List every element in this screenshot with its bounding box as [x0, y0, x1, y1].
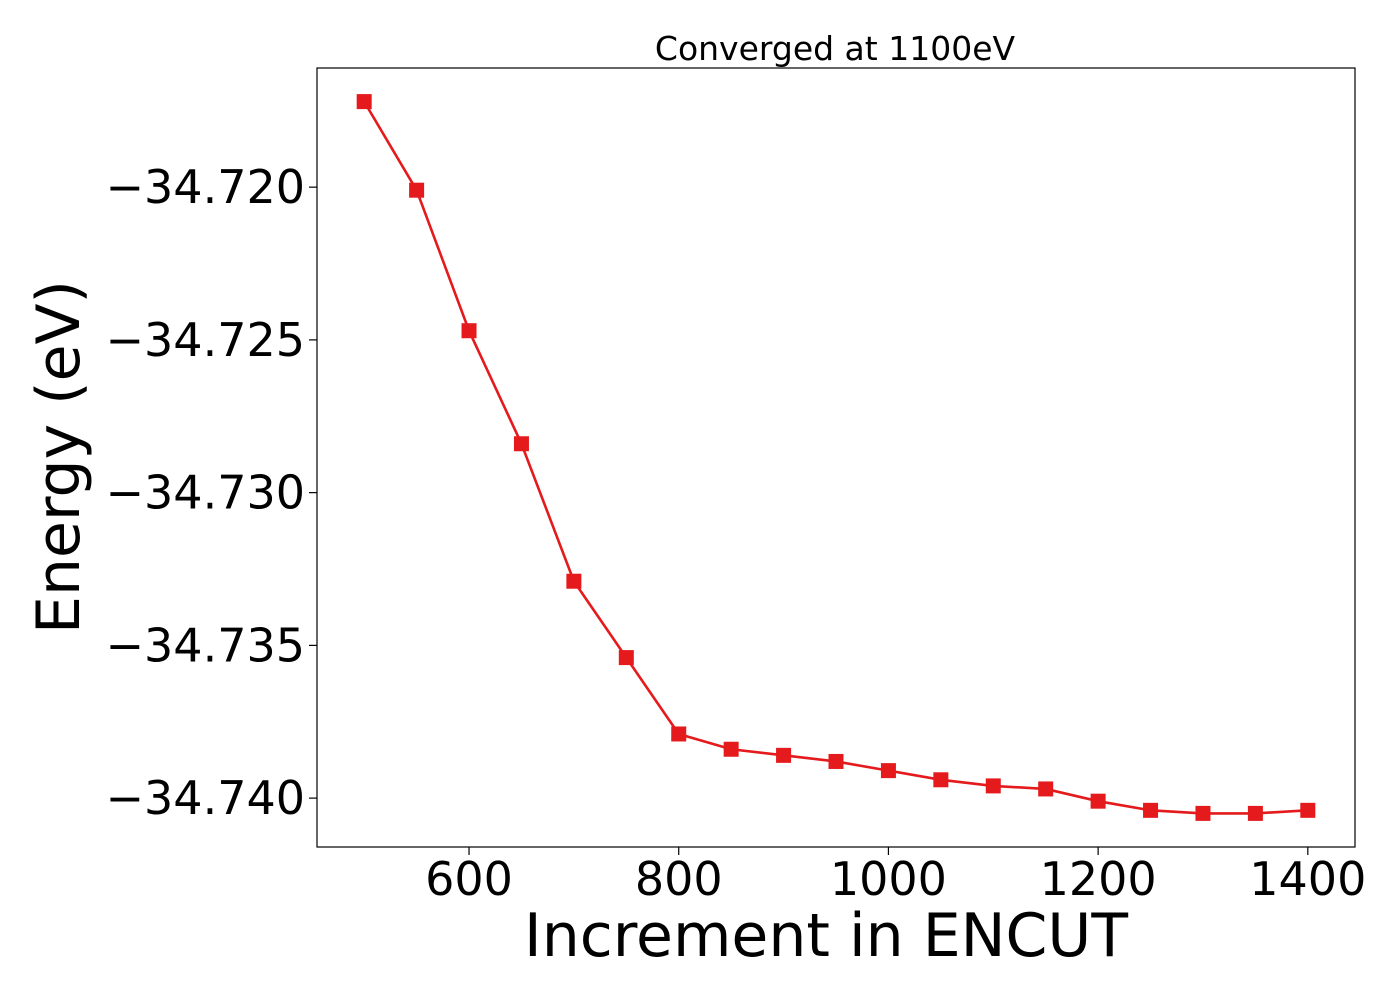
data-point-marker — [880, 763, 896, 779]
data-point-marker — [409, 182, 425, 198]
data-point-marker — [1247, 805, 1263, 821]
y-tick-label: −34.735 — [106, 618, 306, 672]
data-point-marker — [1090, 793, 1106, 809]
data-point-marker — [776, 747, 792, 763]
data-point-marker — [933, 772, 949, 788]
chart-title: Converged at 1100eV — [655, 29, 1016, 68]
x-tick-label: 1000 — [830, 852, 947, 906]
data-point-marker — [461, 323, 477, 339]
data-point-marker — [356, 94, 372, 110]
x-tick-label: 1400 — [1249, 852, 1366, 906]
y-tick-label: −34.730 — [106, 466, 306, 520]
data-point-marker — [1300, 802, 1316, 818]
plot-frame — [316, 67, 1356, 848]
data-point-marker — [513, 436, 529, 452]
y-tick-label: −34.740 — [106, 771, 306, 825]
x-axis-label: Increment in ENCUT — [524, 901, 1128, 971]
x-tick-label: 1200 — [1040, 852, 1157, 906]
y-tick-label: −34.720 — [106, 160, 306, 214]
x-tick-label: 600 — [425, 852, 513, 906]
y-axis-label: Energy (eV) — [24, 280, 94, 634]
data-point-marker — [985, 778, 1001, 794]
data-point-marker — [828, 753, 844, 769]
data-point-marker — [1195, 805, 1211, 821]
data-point-marker — [1038, 781, 1054, 797]
y-tick-label: −34.725 — [106, 313, 306, 367]
data-point-marker — [671, 726, 687, 742]
data-point-marker — [618, 650, 634, 666]
data-point-marker — [1143, 802, 1159, 818]
data-point-marker — [566, 573, 582, 589]
x-tick-label: 800 — [635, 852, 723, 906]
data-point-marker — [723, 741, 739, 757]
series-line — [363, 100, 1308, 815]
plot-area: 600 800 1000 1200 1400 −34.720 −34.725 −34.730 −… — [106, 67, 1366, 906]
